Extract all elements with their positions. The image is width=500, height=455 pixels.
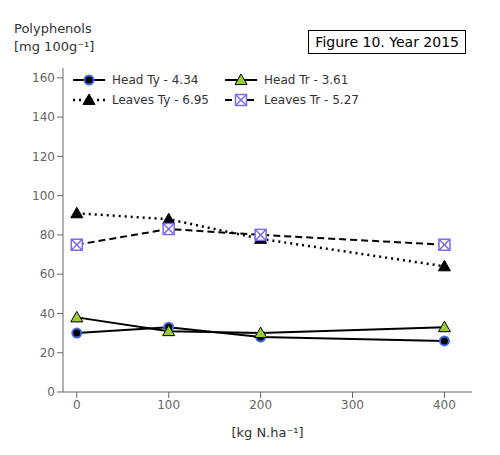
html-text:[mg 100g⁻¹]: [mg 100g⁻¹]	[14, 39, 95, 54]
html-text:Figure 10. Year 2015: Figure 10. Year 2015	[315, 34, 459, 50]
svg-text:100: 100	[157, 398, 180, 412]
svg-text:140: 140	[32, 110, 55, 124]
svg-text:[kg N.ha⁻¹]: [kg N.ha⁻¹]	[231, 425, 303, 440]
svg-text:0: 0	[47, 385, 55, 399]
svg-text:60: 60	[40, 267, 55, 281]
svg-text:200: 200	[249, 398, 272, 412]
svg-text:400: 400	[433, 398, 456, 412]
html-text:Head Ty - 4.34: Head Ty - 4.34	[112, 73, 199, 87]
svg-text:0: 0	[73, 398, 81, 412]
html-text:Leaves Ty - 6.95: Leaves Ty - 6.95	[112, 93, 209, 107]
svg-text:120: 120	[32, 150, 55, 164]
svg-text:160: 160	[32, 71, 55, 85]
svg-text:40: 40	[40, 307, 55, 321]
svg-text:300: 300	[341, 398, 364, 412]
html-text:Head Tr - 3.61: Head Tr - 3.61	[264, 73, 349, 87]
svg-text:100: 100	[32, 189, 55, 203]
svg-text:80: 80	[40, 228, 55, 242]
svg-text:20: 20	[40, 346, 55, 360]
html-text:Polyphenols: Polyphenols	[14, 21, 92, 36]
html-text:Leaves Tr - 5.27: Leaves Tr - 5.27	[264, 93, 359, 107]
